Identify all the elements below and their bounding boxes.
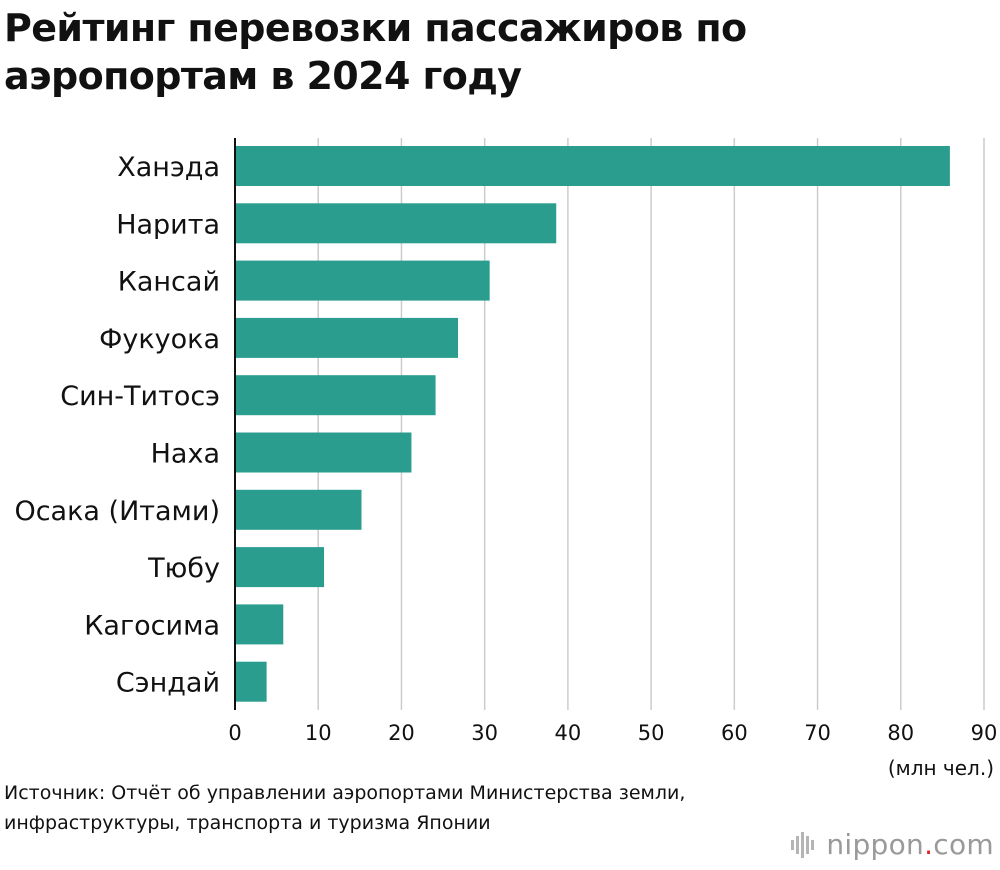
bar [236,432,412,473]
source-note: Источник: Отчёт об управлении аэропортам… [4,782,686,834]
x-tick-label: 10 [305,721,332,745]
logo-mark-icon [791,831,816,858]
category-label: Син-Титосэ [60,381,220,412]
bar [236,547,325,588]
category-label: Наха [151,439,220,470]
logo-dot: . [924,828,934,861]
x-tick-label: 80 [887,721,914,745]
category-label: Сэндай [116,668,220,699]
bar-chart: Ханэда Нарита Кансай Фукуока Син-Титосэ Наха О… [14,138,997,780]
category-label: Тюбу [147,553,220,584]
category-labels: Ханэда Нарита Кансай Фукуока Син-Титосэ Наха О… [14,152,220,699]
category-label: Кагосима [84,610,220,641]
bar [236,489,362,530]
x-tick-label: 40 [555,721,582,745]
chart-title: Рейтинг перевозки пассажиров по аэропорт… [4,6,747,98]
gridlines [234,138,985,710]
bar [236,661,267,702]
category-label: Фукуока [99,324,220,355]
logo-name: nippon [826,828,925,861]
bar [236,375,436,416]
bar [236,146,950,186]
x-tick-label: 20 [388,721,415,745]
bar [236,260,490,301]
x-tick-label: 30 [471,721,498,745]
category-label: Осака (Итами) [14,496,220,527]
x-unit-label: (млн чел.) [888,756,994,780]
category-label: Ханэда [117,152,220,183]
category-label: Кансай [118,267,220,298]
x-tick-label: 0 [228,721,241,745]
bar [236,317,459,358]
bars [236,146,950,702]
bar [236,203,557,244]
nippon-logo: nippon. com [791,828,994,861]
bar [236,604,284,645]
logo-suffix: com [933,828,994,861]
x-tick-label: 90 [971,721,998,745]
x-tick-label: 60 [721,721,748,745]
category-label: Нарита [116,209,220,240]
x-tick-labels: 0 10 20 30 40 50 60 70 80 90 [228,721,997,745]
x-tick-label: 50 [638,721,665,745]
x-tick-label: 70 [804,721,831,745]
